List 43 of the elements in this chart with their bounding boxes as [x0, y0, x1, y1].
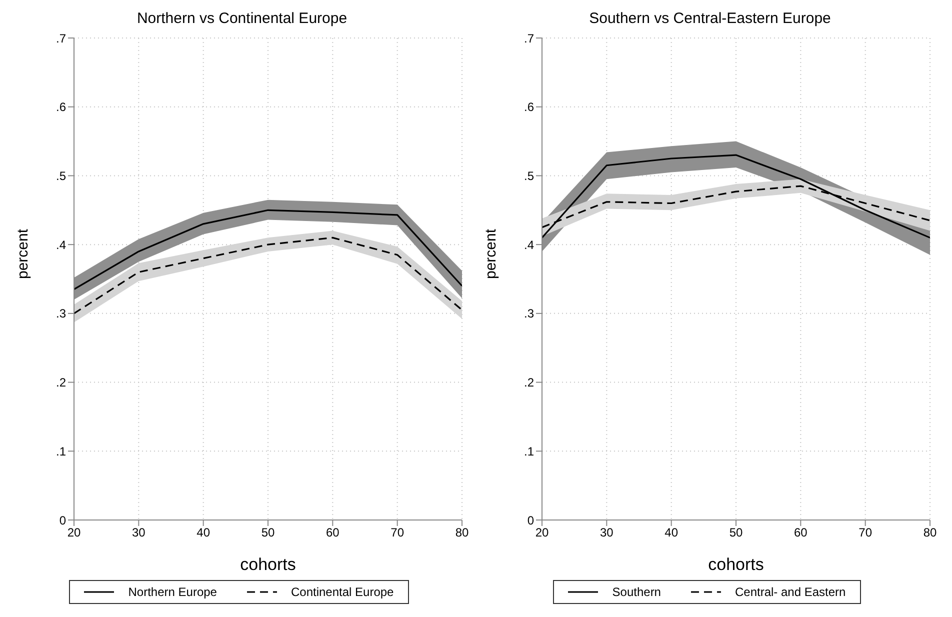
y-tick-label: .5: [524, 168, 534, 183]
x-tick-label: 40: [196, 526, 210, 540]
x-tick-label: 20: [67, 526, 81, 540]
x-tick-label: 80: [923, 526, 937, 540]
y-tick-label: 0: [527, 513, 534, 528]
y-tick-label: .4: [56, 238, 66, 252]
chart-title: Southern vs Central-Eastern Europe: [588, 9, 832, 29]
x-tick-label: 30: [600, 526, 614, 540]
y-tick-label: .1: [56, 444, 66, 458]
x-axis-title: cohorts: [240, 555, 296, 574]
y-tick-label: .4: [524, 238, 534, 252]
y-tick-label: .1: [524, 444, 534, 458]
y-tick-label: .6: [524, 100, 534, 114]
x-axis-title: cohorts: [708, 555, 764, 574]
y-tick-label: .3: [524, 306, 534, 321]
x-tick-label: 50: [729, 526, 743, 540]
legend-label: Central- and Eastern: [734, 585, 846, 599]
x-tick-label: 70: [390, 526, 404, 540]
y-tick-label: .2: [56, 376, 66, 390]
y-tick-label: .2: [524, 376, 534, 390]
y-axis-title: percent: [482, 228, 500, 279]
x-tick-label: 70: [858, 526, 872, 540]
y-tick-label: .6: [56, 100, 66, 114]
y-tick-label: .5: [56, 168, 66, 183]
line-series: [542, 154, 930, 238]
x-tick-label: 60: [794, 526, 808, 540]
x-tick-label: 60: [326, 526, 340, 540]
chart-title: Northern vs Continental Europe: [136, 9, 348, 29]
line-series: [74, 236, 462, 314]
line-series: [74, 209, 462, 290]
legend-label: Southern: [612, 585, 661, 599]
legend-label: Northern Europe: [128, 585, 217, 599]
y-axis-title: percent: [14, 228, 32, 279]
y-tick-label: .3: [56, 306, 66, 321]
x-tick-label: 50: [261, 526, 275, 540]
y-tick-label: 0: [59, 513, 66, 528]
legend-label: Continental Europe: [290, 585, 394, 599]
x-tick-label: 40: [664, 526, 678, 540]
y-tick-label: .7: [524, 31, 534, 46]
y-tick-label: .7: [56, 31, 66, 46]
x-tick-label: 80: [455, 526, 469, 540]
x-tick-label: 20: [535, 526, 549, 540]
x-tick-label: 30: [132, 526, 146, 540]
